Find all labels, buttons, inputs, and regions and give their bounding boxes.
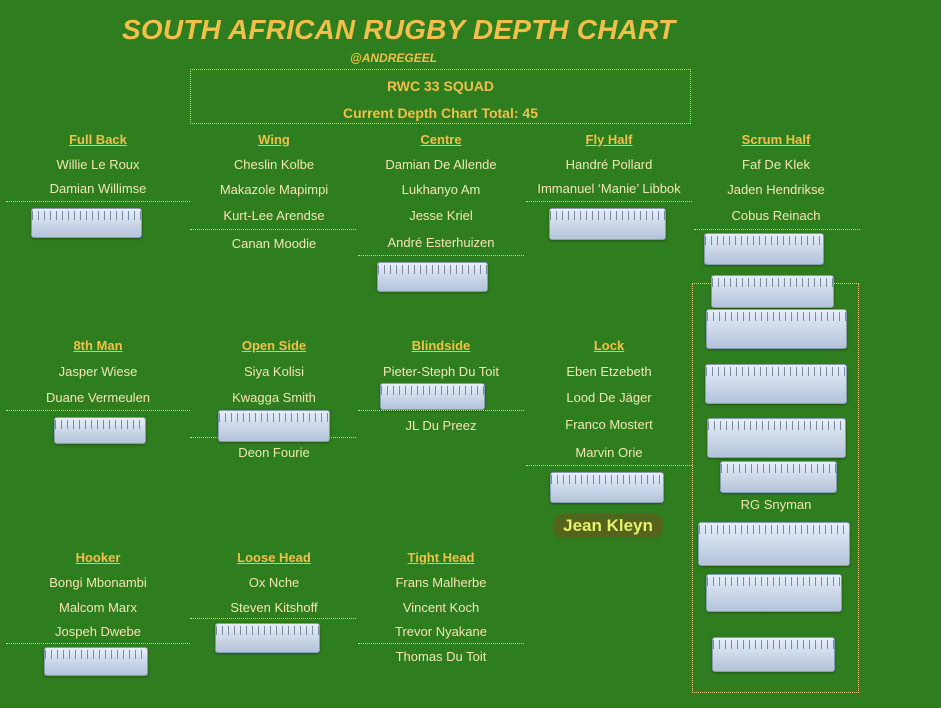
divider	[6, 643, 190, 644]
divider	[6, 201, 190, 202]
player-name: Kurt-Lee Arendse	[223, 208, 325, 223]
position-centre: Centre	[420, 132, 462, 147]
position-full-back: Full Back	[69, 132, 127, 147]
ruler-icon	[380, 383, 485, 410]
player-name: Canan Moodie	[231, 236, 317, 251]
divider	[358, 410, 524, 411]
page-title: SOUTH AFRICAN RUGBY DEPTH CHART	[122, 14, 676, 45]
highlighted-player-badge: Jean Kleyn	[553, 514, 663, 538]
player-name: Malcom Marx	[58, 600, 137, 615]
player-name: Duane Vermeulen	[45, 390, 151, 405]
player-name: Makazole Mapimpi	[219, 182, 329, 197]
player-name: JL Du Preez	[405, 418, 477, 433]
position-fly-half: Fly Half	[585, 132, 633, 147]
player-name: Marvin Orie	[575, 445, 643, 460]
player-name: Lukhanyo Am	[401, 182, 481, 197]
player-name: Handré Pollard	[565, 157, 653, 172]
player-name: Trevor Nyakane	[395, 624, 487, 639]
ruler-icon	[712, 637, 835, 672]
divider	[190, 618, 356, 619]
depth-total: Current Depth Chart Total: 45	[343, 105, 538, 121]
ruler-icon	[711, 275, 834, 308]
ruler-icon	[54, 417, 146, 444]
player-name: Kwagga Smith	[232, 390, 316, 405]
ruler-icon	[549, 208, 666, 240]
player-name: Lood De Jäger	[566, 390, 652, 405]
ruler-icon	[698, 522, 850, 566]
ruler-icon	[44, 647, 148, 676]
position-hooker: Hooker	[75, 550, 121, 565]
player-name: Jaden Hendrikse	[727, 182, 825, 197]
player-name: Jasper Wiese	[58, 364, 138, 379]
player-name: Immanuel ‘Manie’ Libbok	[537, 181, 681, 196]
ruler-icon	[31, 208, 142, 238]
player-name: Franco Mostert	[565, 417, 653, 432]
player-name: Eben Etzebeth	[566, 364, 652, 379]
player-name: Damian De Allende	[385, 157, 497, 172]
ruler-icon	[550, 472, 664, 503]
player-name: André Esterhuizen	[387, 235, 495, 250]
player-name: Frans Malherbe	[395, 575, 487, 590]
ruler-icon	[707, 418, 846, 458]
divider	[358, 255, 524, 256]
player-name: Siya Kolisi	[244, 364, 304, 379]
player-name: RG Snyman	[740, 497, 812, 512]
position-blindside: Blindside	[411, 338, 471, 353]
ruler-icon	[706, 309, 847, 349]
divider	[6, 410, 190, 411]
ruler-icon	[720, 461, 837, 493]
position-tight-head: Tight Head	[407, 550, 475, 565]
player-name: Willie Le Roux	[56, 157, 140, 172]
position-open-side: Open Side	[241, 338, 307, 353]
player-name: Damian Willimse	[49, 181, 147, 196]
player-name: Cheslin Kolbe	[233, 157, 315, 172]
squad-label: RWC 33 SQUAD	[386, 78, 495, 94]
ruler-icon	[706, 574, 842, 612]
divider	[694, 229, 860, 230]
player-name: Thomas Du Toit	[395, 649, 487, 664]
squad-summary-box: RWC 33 SQUAD Current Depth Chart Total: …	[190, 69, 691, 124]
player-name: Cobus Reinach	[731, 208, 821, 223]
divider	[526, 465, 692, 466]
divider	[190, 229, 356, 230]
position-wing: Wing	[258, 132, 290, 147]
ruler-icon	[218, 410, 330, 442]
position-lock: Lock	[593, 338, 625, 353]
position-8th-man: 8th Man	[73, 338, 123, 353]
divider	[358, 643, 524, 644]
player-name: Faf De Klek	[742, 157, 810, 172]
ruler-icon	[704, 233, 824, 265]
player-name: Jospeh Dwebe	[55, 624, 141, 639]
player-name: Vincent Koch	[402, 600, 480, 615]
player-name: Jesse Kriel	[409, 208, 473, 223]
ruler-icon	[705, 364, 847, 404]
divider	[526, 201, 692, 202]
position-scrum-half: Scrum Half	[741, 132, 811, 147]
player-name: Ox Nche	[248, 575, 300, 590]
player-name: Pieter-Steph Du Toit	[382, 364, 500, 379]
player-name: Deon Fourie	[238, 445, 310, 460]
author-handle: @ANDREGEEL	[350, 51, 438, 65]
ruler-icon	[215, 623, 320, 653]
player-name: Bongi Mbonambi	[49, 575, 147, 590]
player-name: Steven Kitshoff	[230, 600, 318, 615]
position-loose-head: Loose Head	[237, 550, 311, 565]
ruler-icon	[377, 262, 488, 292]
